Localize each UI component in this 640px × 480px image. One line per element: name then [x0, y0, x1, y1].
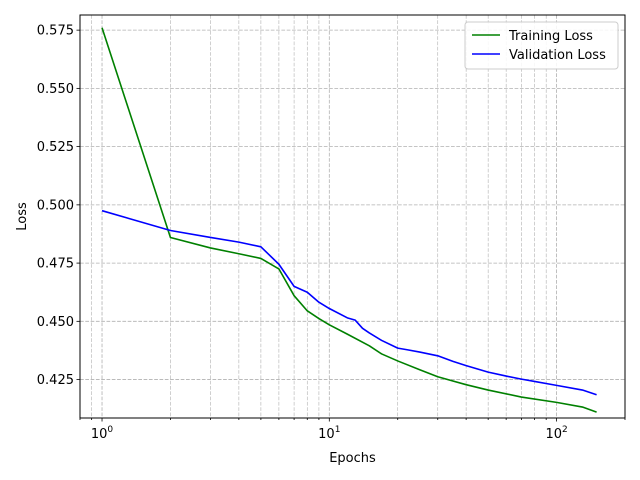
legend: Training Loss Validation Loss [464, 21, 619, 70]
legend-label-validation: Validation Loss [509, 48, 606, 63]
x-axis-label: Epochs [329, 451, 376, 466]
validation-loss-line [101, 209, 597, 396]
training-loss-line [101, 27, 597, 413]
y-tick-label: 0.425 [37, 373, 74, 388]
plot-frame [79, 14, 626, 419]
y-tick-label: 0.575 [37, 24, 74, 39]
legend-label-training: Training Loss [508, 29, 593, 44]
series-lines [101, 27, 597, 413]
y-tick-label: 0.475 [37, 257, 74, 272]
y-tick-label: 0.525 [37, 140, 74, 155]
y-axis-label: Loss [15, 202, 30, 231]
legend-box [464, 21, 619, 70]
y-tick-label: 0.550 [37, 82, 74, 97]
y-tick-label: 0.450 [37, 315, 74, 330]
y-tick-label: 0.500 [37, 198, 74, 213]
